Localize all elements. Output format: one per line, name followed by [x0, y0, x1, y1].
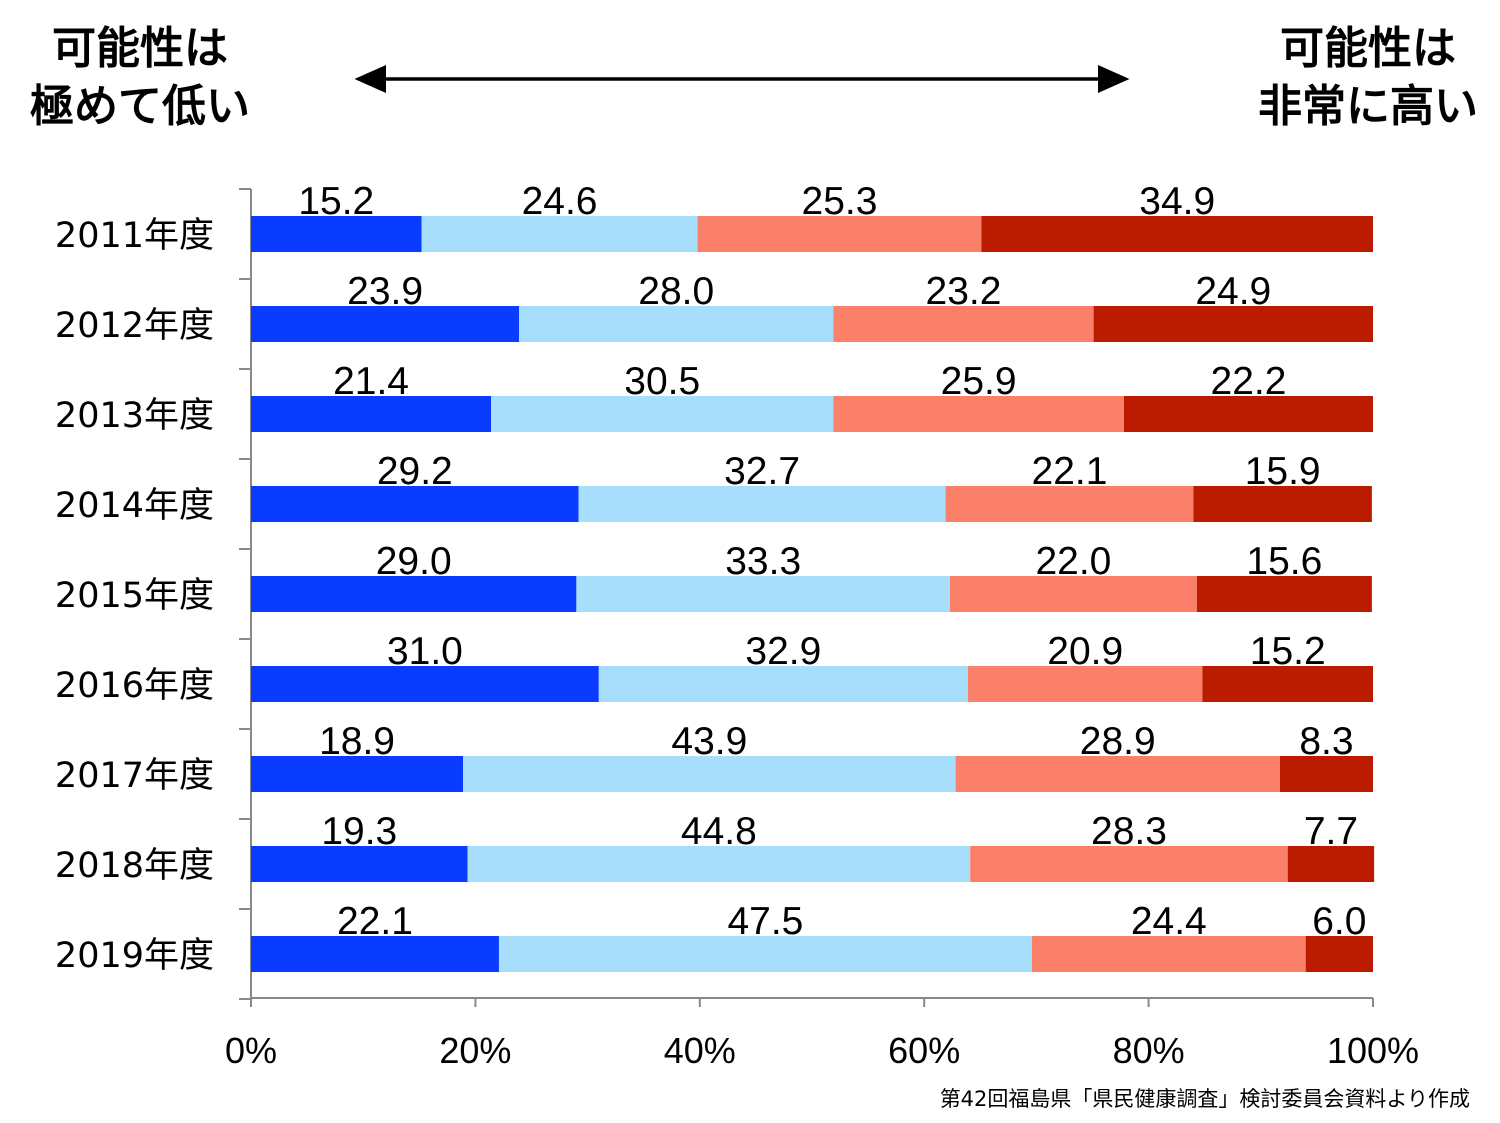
source-note: 第42回福島県「県民健康調査」検討委員会資料より作成 [939, 1087, 1470, 1111]
value-label: 23.9 [347, 270, 423, 313]
category-label: 2017年度 [55, 756, 214, 796]
bar-segment-series1 [251, 756, 464, 792]
value-label: 22.2 [1211, 360, 1287, 403]
bar-segment-series3 [833, 306, 1094, 342]
x-axis-tick-label: 60% [888, 1030, 960, 1071]
value-label: 8.3 [1299, 720, 1353, 763]
bar-segment-series4 [1193, 486, 1372, 522]
value-label: 21.4 [333, 360, 409, 403]
bar-segment-series3 [697, 216, 982, 252]
category-label: 2012年度 [55, 306, 214, 346]
value-label: 20.9 [1047, 630, 1123, 673]
category-label: 2018年度 [55, 846, 214, 886]
bar-segment-series1 [251, 936, 499, 972]
bar-segment-series1 [251, 216, 422, 252]
category-label: 2011年度 [55, 216, 214, 256]
value-label: 47.5 [727, 900, 803, 943]
bar-segment-series2 [519, 306, 834, 342]
value-label: 28.9 [1080, 720, 1156, 763]
value-label: 25.3 [802, 180, 878, 223]
bar-segment-series3 [970, 846, 1288, 882]
value-label: 24.4 [1131, 900, 1207, 943]
left-scale-label-line1: 可能性は [52, 23, 228, 74]
value-label: 15.9 [1245, 450, 1321, 493]
category-label: 2013年度 [55, 396, 214, 436]
bar-segment-series3 [967, 666, 1203, 702]
value-label: 32.7 [724, 450, 800, 493]
bar-segment-series2 [576, 576, 951, 612]
value-label: 24.9 [1195, 270, 1271, 313]
bar-segment-series1 [251, 576, 577, 612]
value-label: 44.8 [681, 810, 757, 853]
bar-segment-series1 [251, 486, 579, 522]
value-label: 43.9 [671, 720, 747, 763]
value-label: 18.9 [319, 720, 395, 763]
value-label: 28.0 [638, 270, 714, 313]
bar-segment-series1 [251, 396, 492, 432]
value-label: 22.0 [1035, 540, 1111, 583]
category-label: 2016年度 [55, 666, 214, 706]
bar-segment-series3 [955, 756, 1280, 792]
right-scale-label: 可能性は 非常に高い [1258, 20, 1478, 136]
bar-segment-series4 [1123, 396, 1373, 432]
bar-segment-series4 [1287, 846, 1375, 882]
x-axis-tick-label: 20% [439, 1030, 511, 1071]
bar-segment-series2 [498, 936, 1032, 972]
x-axis-tick-label: 40% [664, 1030, 736, 1071]
value-label: 22.1 [1032, 450, 1108, 493]
right-scale-label-line1: 可能性は [1280, 23, 1456, 74]
bar-segment-series2 [491, 396, 834, 432]
value-label: 6.0 [1312, 900, 1366, 943]
value-label: 15.6 [1246, 540, 1322, 583]
bar-segment-series2 [578, 486, 946, 522]
bar-segment-series4 [1279, 756, 1373, 792]
bar-segment-series3 [950, 576, 1197, 612]
value-label: 15.2 [298, 180, 374, 223]
value-label: 34.9 [1139, 180, 1215, 223]
bar-segment-series4 [1093, 306, 1373, 342]
category-label: 2019年度 [55, 936, 214, 976]
value-label: 25.9 [941, 360, 1017, 403]
category-label: 2014年度 [55, 486, 214, 526]
value-label: 23.2 [926, 270, 1002, 313]
bar-segment-series3 [1031, 936, 1306, 972]
x-axis-tick-label: 0% [225, 1030, 277, 1071]
value-label: 30.5 [624, 360, 700, 403]
value-label: 15.2 [1250, 630, 1326, 673]
bar-segment-series4 [1202, 666, 1373, 702]
value-label: 28.3 [1091, 810, 1167, 853]
value-label: 22.1 [337, 900, 413, 943]
value-label: 19.3 [321, 810, 397, 853]
left-scale-label: 可能性は 極めて低い [30, 20, 250, 136]
bar-segment-series1 [251, 666, 599, 702]
bar-segment-series2 [598, 666, 968, 702]
plot-area: 0% 20% 40% 60% 80% 100% 2011年度 15.2 24.6 25.3 34.9… [55, 180, 1419, 1071]
category-label: 2015年度 [55, 576, 214, 616]
bar-segment-series3 [945, 486, 1194, 522]
bar-segment-series2 [421, 216, 698, 252]
value-label: 33.3 [725, 540, 801, 583]
x-axis-tick-label: 80% [1113, 1030, 1185, 1071]
right-scale-label-line2: 非常に高い [1258, 81, 1478, 132]
bar-segment-series4 [981, 216, 1373, 252]
left-scale-label-line2: 極めて低い [30, 81, 250, 132]
bar-segment-series4 [1196, 576, 1372, 612]
value-label: 29.0 [376, 540, 452, 583]
value-label: 7.7 [1304, 810, 1358, 853]
value-label: 24.6 [522, 180, 598, 223]
value-label: 29.2 [377, 450, 453, 493]
bar-segment-series2 [463, 756, 956, 792]
value-label: 32.9 [745, 630, 821, 673]
value-label: 31.0 [387, 630, 463, 673]
bar-segment-series2 [467, 846, 971, 882]
bar-segment-series1 [251, 846, 468, 882]
x-axis-tick-label: 100% [1327, 1030, 1419, 1071]
bar-segment-series4 [1305, 936, 1373, 972]
bar-segment-series1 [251, 306, 520, 342]
bar-segment-series3 [833, 396, 1124, 432]
